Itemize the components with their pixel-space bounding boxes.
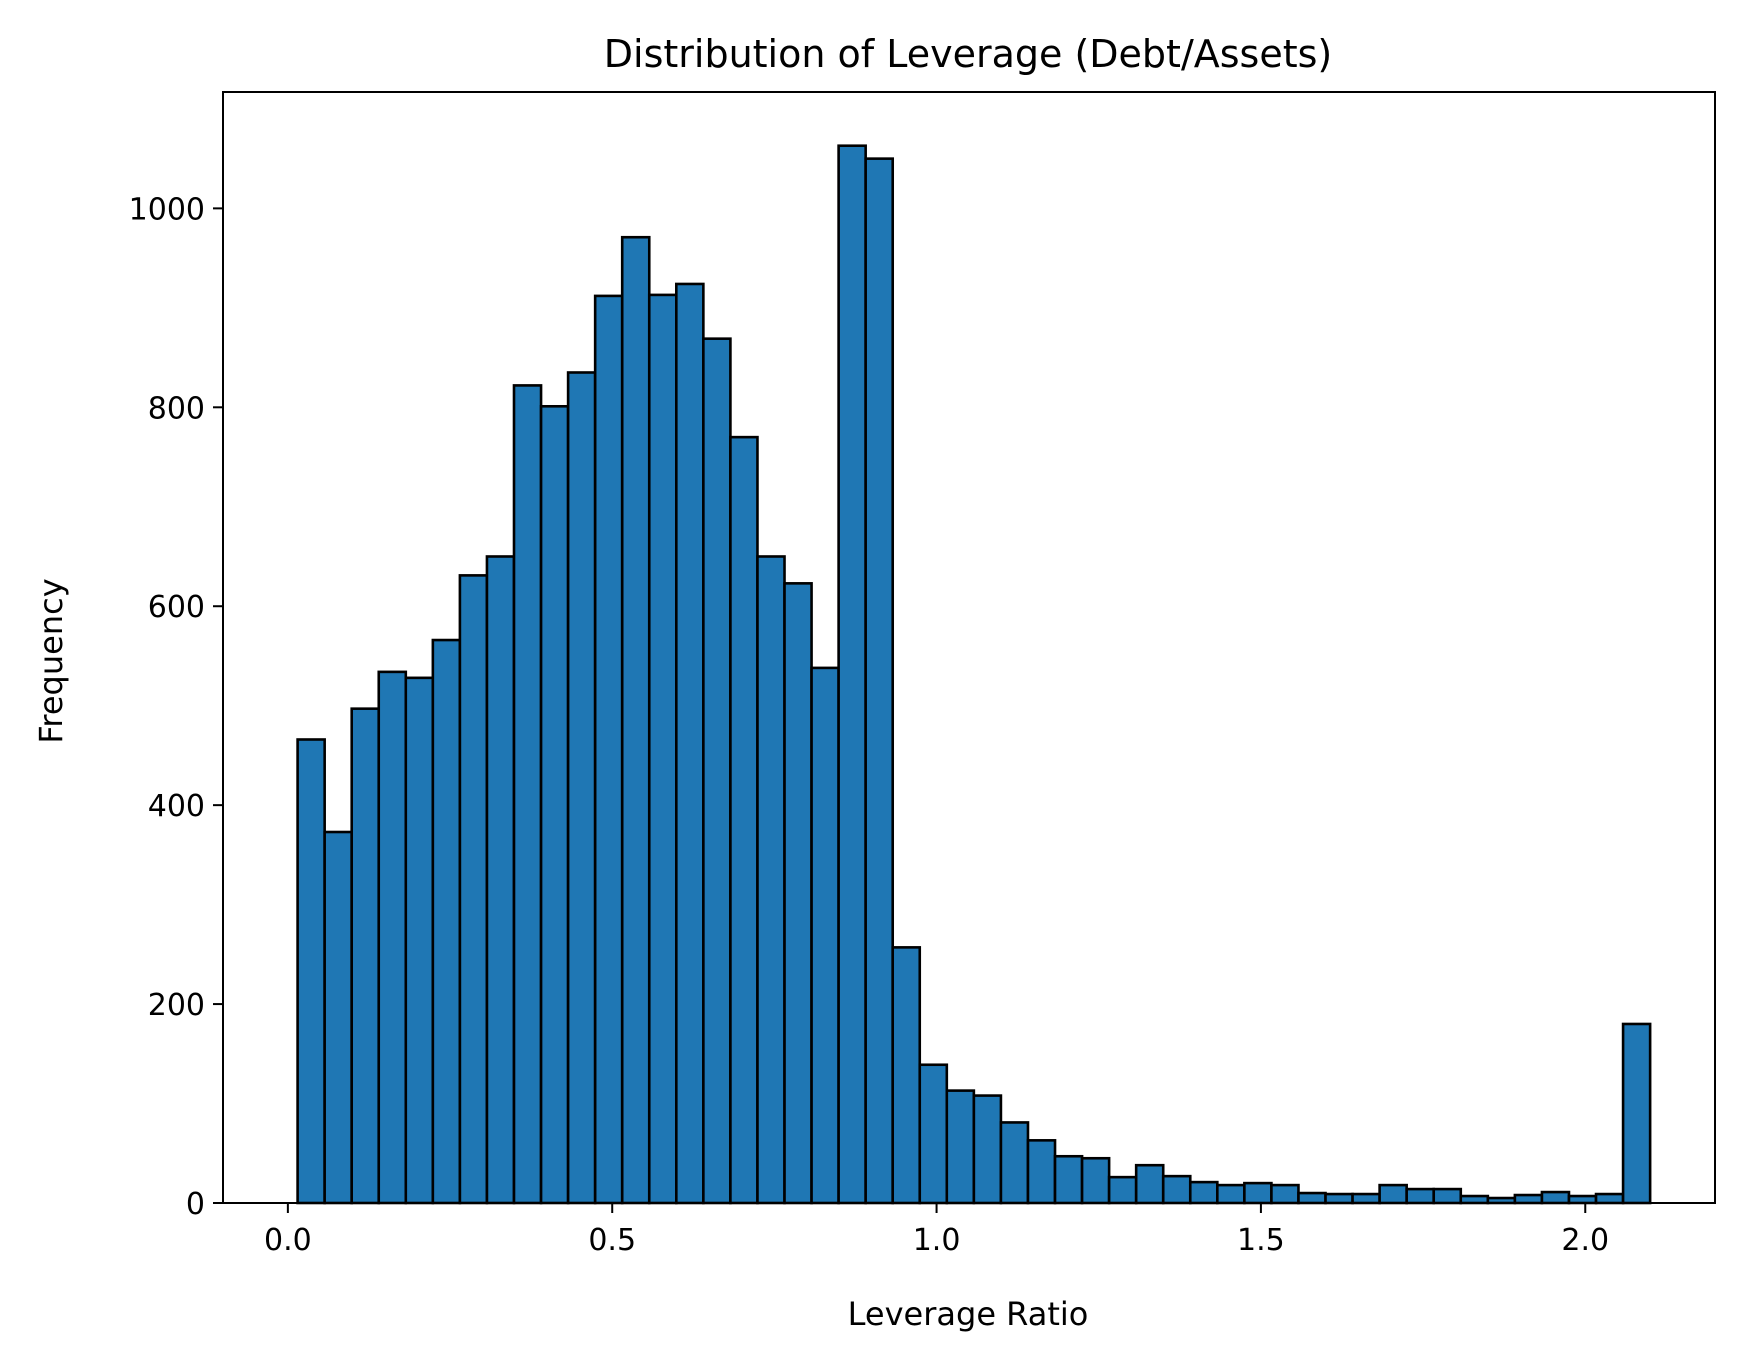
histogram-bar bbox=[1270, 1183, 1300, 1205]
histogram-bar bbox=[810, 666, 840, 1205]
histogram-bar bbox=[1026, 1139, 1057, 1205]
y-tick-label: 800 bbox=[148, 391, 205, 426]
histogram-bar bbox=[1459, 1194, 1490, 1205]
histogram-bar bbox=[783, 582, 813, 1205]
histogram-bar bbox=[1621, 1022, 1652, 1205]
histogram-bar bbox=[1567, 1194, 1598, 1205]
histogram-bar bbox=[1594, 1192, 1625, 1205]
histogram-bar bbox=[620, 235, 651, 1205]
x-tick-label: 1.0 bbox=[913, 1223, 961, 1258]
y-tick-label: 1000 bbox=[129, 192, 205, 227]
y-tick-label: 0 bbox=[186, 1187, 205, 1222]
histogram-bar bbox=[702, 337, 732, 1205]
histogram-bar bbox=[431, 638, 462, 1205]
histogram-bar bbox=[1405, 1187, 1436, 1205]
histogram-bar bbox=[323, 830, 353, 1205]
histogram-bar bbox=[891, 946, 922, 1205]
histogram-bar bbox=[999, 1121, 1030, 1205]
histogram-bar bbox=[729, 435, 759, 1205]
plot-frame bbox=[222, 91, 1716, 1204]
histogram-bar bbox=[296, 738, 326, 1205]
y-tick-label: 600 bbox=[148, 590, 205, 625]
histogram-bar bbox=[1297, 1191, 1327, 1205]
histogram-bar bbox=[675, 282, 705, 1205]
histogram-bar bbox=[1216, 1183, 1246, 1205]
histogram-bar bbox=[593, 294, 624, 1205]
histogram-bar bbox=[377, 670, 408, 1205]
histogram-bar bbox=[1324, 1192, 1354, 1205]
histogram-bar bbox=[404, 676, 435, 1205]
y-axis-label: Frequency bbox=[32, 578, 70, 743]
histogram-bar bbox=[539, 404, 570, 1205]
x-tick-label: 0.5 bbox=[588, 1223, 636, 1258]
histogram-bar bbox=[1188, 1180, 1219, 1205]
histogram-bar bbox=[1080, 1156, 1111, 1205]
bars-layer bbox=[296, 144, 1652, 1205]
x-tick-label: 1.5 bbox=[1237, 1223, 1285, 1258]
histogram-bar bbox=[1053, 1154, 1084, 1205]
histogram-bar bbox=[1351, 1192, 1381, 1205]
histogram-bar bbox=[647, 293, 678, 1205]
histogram-bar bbox=[1432, 1187, 1463, 1205]
histogram-bar bbox=[756, 555, 786, 1205]
x-tick-label: 0.0 bbox=[264, 1223, 312, 1258]
histogram-bar bbox=[1134, 1163, 1165, 1205]
histogram-bar bbox=[837, 144, 867, 1205]
histogram-bar bbox=[485, 555, 516, 1205]
axes-layer: 0.0 0.5 1.0 1.5 2.0 0 200 400 600 800 1000 bbox=[129, 91, 1716, 1258]
histogram-bar bbox=[864, 157, 895, 1205]
histogram-bar bbox=[1161, 1174, 1192, 1205]
histogram-bar bbox=[945, 1089, 976, 1205]
chart-title: Distribution of Leverage (Debt/Assets) bbox=[604, 32, 1333, 76]
histogram-bar bbox=[918, 1063, 949, 1205]
histogram-bar bbox=[1540, 1190, 1571, 1205]
histogram-bar bbox=[1378, 1183, 1408, 1205]
histogram-bar bbox=[1107, 1175, 1138, 1205]
histogram-bar bbox=[566, 371, 597, 1205]
histogram-bar bbox=[512, 384, 543, 1205]
x-axis-label: Leverage Ratio bbox=[848, 1295, 1089, 1333]
x-tick-label: 2.0 bbox=[1561, 1223, 1609, 1258]
histogram-bar bbox=[1513, 1193, 1544, 1205]
histogram-bar bbox=[1243, 1181, 1273, 1205]
histogram-bar bbox=[350, 707, 381, 1205]
y-tick-label: 200 bbox=[148, 988, 205, 1023]
histogram-bar bbox=[972, 1094, 1003, 1205]
y-tick-label: 400 bbox=[148, 789, 205, 824]
histogram-bar bbox=[458, 574, 489, 1205]
